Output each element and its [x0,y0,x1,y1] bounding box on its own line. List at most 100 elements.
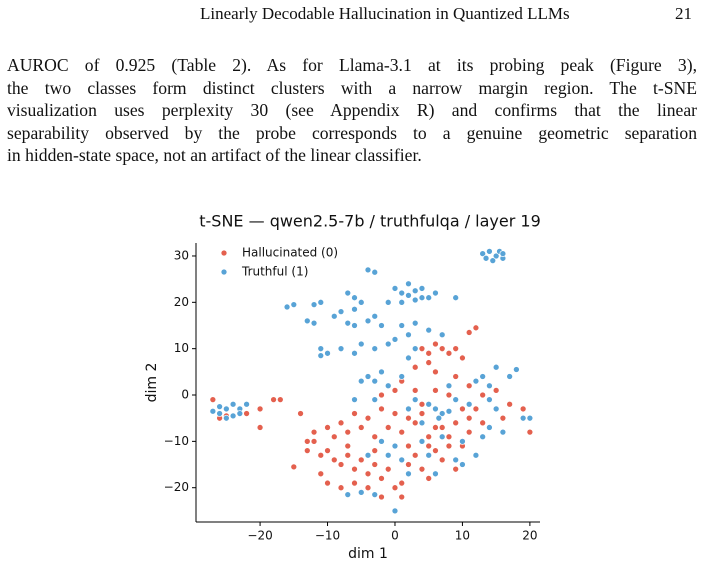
point [391,285,399,292]
point [438,410,446,417]
point [216,410,223,417]
point [425,400,433,408]
point [465,428,473,436]
point [445,382,453,390]
y-tick-label: 30 [174,248,189,262]
point [479,433,487,441]
point [364,484,372,492]
x-tick-label: 20 [522,529,537,543]
point [432,470,439,478]
point [445,442,453,450]
point [425,475,433,482]
point [526,414,534,422]
point [465,329,473,336]
point [432,447,439,454]
point [371,447,379,454]
point [317,345,325,353]
point [479,373,487,380]
point [371,491,379,499]
point [330,433,338,441]
point [330,456,338,464]
point [459,405,466,413]
point [357,424,365,431]
point [384,382,392,390]
point [513,366,520,373]
point [351,396,358,403]
point [270,396,277,403]
point [465,382,473,390]
point [489,257,497,264]
point [432,405,439,413]
point [432,340,439,348]
point [398,322,406,329]
point [492,363,500,371]
point [405,292,412,299]
point [384,424,392,431]
point [324,349,331,357]
point [371,377,379,385]
point [216,403,223,410]
point [317,298,325,306]
point [310,438,318,445]
point [425,442,433,450]
text-line: AUROC of 0.925 (Table 2). As for Llama-3… [7,55,697,75]
point [425,294,433,302]
point [310,301,318,308]
point [486,382,493,390]
point [303,317,311,325]
point [357,377,365,385]
point [519,405,527,413]
point [526,428,534,436]
point [432,368,439,376]
x-tick-label: −10 [315,529,340,543]
legend-marker [220,249,228,257]
point [445,349,453,357]
point [432,424,439,431]
point [344,442,352,450]
point [364,451,372,459]
point [479,419,487,427]
point [371,461,379,468]
point [344,319,352,327]
point [391,336,399,343]
point [337,419,345,427]
point [486,396,493,403]
point [438,331,446,339]
y-tick-label: −20 [164,480,189,494]
point [398,428,406,436]
point [506,373,513,380]
point [472,451,480,459]
point [398,289,406,297]
point [499,428,507,436]
point [411,345,419,353]
point [337,345,345,353]
point [344,428,352,436]
point [452,396,460,403]
point [452,345,460,353]
point [499,250,507,258]
point [384,451,392,459]
x-tick-label: 0 [391,529,399,543]
point [405,280,412,288]
text-line: visualization uses perplexity 30 (see Ap… [7,100,697,120]
point [209,407,217,415]
point [324,424,331,431]
point [492,387,500,394]
point [405,470,412,478]
point [438,424,446,431]
point [391,507,399,515]
point [317,352,325,359]
point [398,456,406,464]
point [303,447,311,454]
point [465,400,473,408]
legend-marker [220,268,228,276]
point [398,493,406,501]
point [479,391,487,399]
point [405,405,412,413]
point [411,287,419,295]
point [283,303,291,311]
point [256,405,264,413]
point [297,410,304,417]
point [425,349,433,357]
